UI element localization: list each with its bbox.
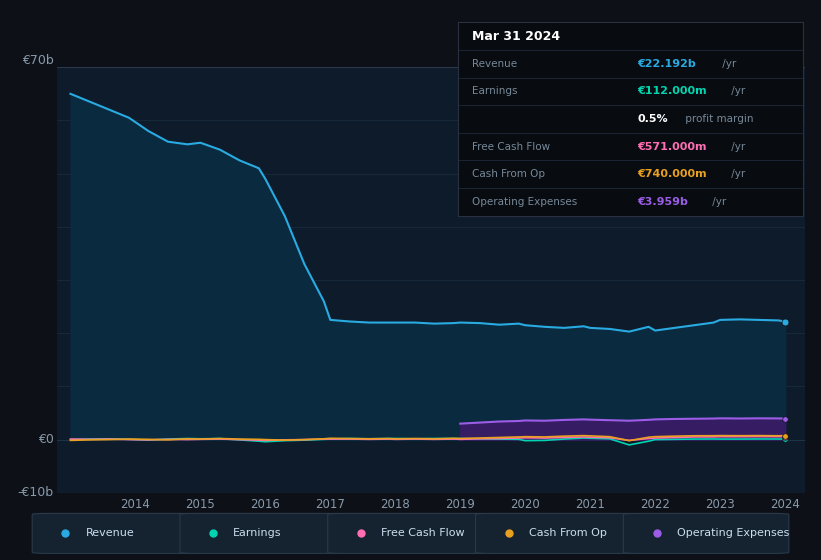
Text: Earnings: Earnings xyxy=(233,529,282,538)
Text: Revenue: Revenue xyxy=(85,529,134,538)
Text: €22.192b: €22.192b xyxy=(637,59,696,69)
FancyBboxPatch shape xyxy=(180,514,346,553)
FancyBboxPatch shape xyxy=(32,514,198,553)
Text: 0.5%: 0.5% xyxy=(637,114,668,124)
Text: Revenue: Revenue xyxy=(472,59,517,69)
Text: -€10b: -€10b xyxy=(17,486,53,500)
Text: Operating Expenses: Operating Expenses xyxy=(472,197,577,207)
Text: /yr: /yr xyxy=(728,86,745,96)
Text: /yr: /yr xyxy=(728,169,745,179)
Text: /yr: /yr xyxy=(719,59,736,69)
Text: profit margin: profit margin xyxy=(681,114,753,124)
FancyBboxPatch shape xyxy=(328,514,493,553)
Text: €740.000m: €740.000m xyxy=(637,169,707,179)
Text: Cash From Op: Cash From Op xyxy=(529,529,607,538)
Text: €0: €0 xyxy=(38,433,53,446)
Text: Cash From Op: Cash From Op xyxy=(472,169,545,179)
Text: €571.000m: €571.000m xyxy=(637,142,707,152)
Text: €112.000m: €112.000m xyxy=(637,86,707,96)
Text: Earnings: Earnings xyxy=(472,86,517,96)
FancyBboxPatch shape xyxy=(475,514,641,553)
Text: €3.959b: €3.959b xyxy=(637,197,688,207)
Text: Free Cash Flow: Free Cash Flow xyxy=(472,142,550,152)
Text: €70b: €70b xyxy=(22,54,53,67)
Text: /yr: /yr xyxy=(709,197,727,207)
FancyBboxPatch shape xyxy=(623,514,789,553)
Text: /yr: /yr xyxy=(728,142,745,152)
Text: Mar 31 2024: Mar 31 2024 xyxy=(472,30,560,43)
Text: Free Cash Flow: Free Cash Flow xyxy=(381,529,465,538)
Text: Operating Expenses: Operating Expenses xyxy=(677,529,789,538)
